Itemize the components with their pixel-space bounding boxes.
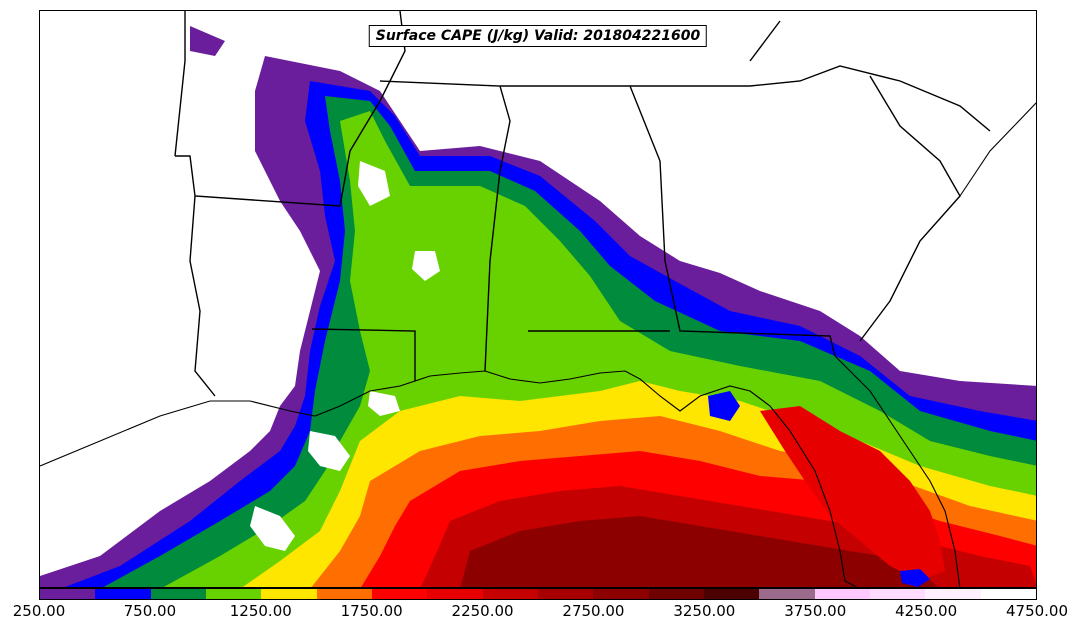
colorbar-segment [593, 589, 649, 599]
gulf-gap-5 [358, 161, 390, 206]
colorbar-segment [95, 589, 151, 599]
colorbar-segment [150, 589, 206, 599]
colorbar-segment [814, 589, 870, 599]
tampa-blue-spot [708, 391, 740, 421]
gulf-gap-3 [368, 391, 400, 416]
colorbar-segment [316, 589, 372, 599]
colorbar-segment [869, 589, 926, 599]
colorbar-segment [40, 589, 96, 599]
colorbar-tick-label: 1250.00 [229, 602, 292, 620]
colorbar-tick-label: 2750.00 [562, 602, 625, 620]
colorbar-tick-label: 3750.00 [784, 602, 847, 620]
cape-map [40, 11, 1036, 587]
cape-contour-florida [760, 406, 945, 581]
colorbar-tick-label: 4250.00 [895, 602, 958, 620]
cape-contour-maroon [460, 516, 938, 587]
colorbar-segment [648, 589, 704, 599]
colorbar-tick-label: 250.00 [12, 602, 66, 620]
colorbar-tick-label: 4750.00 [1005, 602, 1069, 620]
gulf-gap-1 [250, 506, 295, 551]
coastline [40, 102, 1036, 587]
colorbar-segment [703, 589, 760, 599]
colorbar-segment [261, 589, 317, 599]
colorbar-segment [980, 589, 1036, 599]
colorbar-segment [537, 589, 594, 599]
state-borders [174, 11, 991, 397]
colorbar-segment [371, 589, 428, 599]
colorbar-segment [482, 589, 538, 599]
colorbar [39, 588, 1037, 600]
colorbar-segment [925, 589, 981, 599]
colorbar-segment [427, 589, 483, 599]
colorbar-tick-label: 2250.00 [451, 602, 514, 620]
keys-blue-spot [900, 569, 930, 587]
colorbar-tick-label: 750.00 [123, 602, 177, 620]
map-title: Surface CAPE (J/kg) Valid: 201804221600 [368, 25, 708, 47]
colorbar-segment [759, 589, 815, 599]
colorbar-tick-label: 1750.00 [340, 602, 403, 620]
gulf-gap-4 [412, 251, 440, 281]
colorbar-segment [205, 589, 262, 599]
map-frame: Surface CAPE (J/kg) Valid: 201804221600 [39, 10, 1037, 588]
gulf-gap-2 [308, 431, 350, 471]
colorbar-tick-label: 3250.00 [673, 602, 736, 620]
